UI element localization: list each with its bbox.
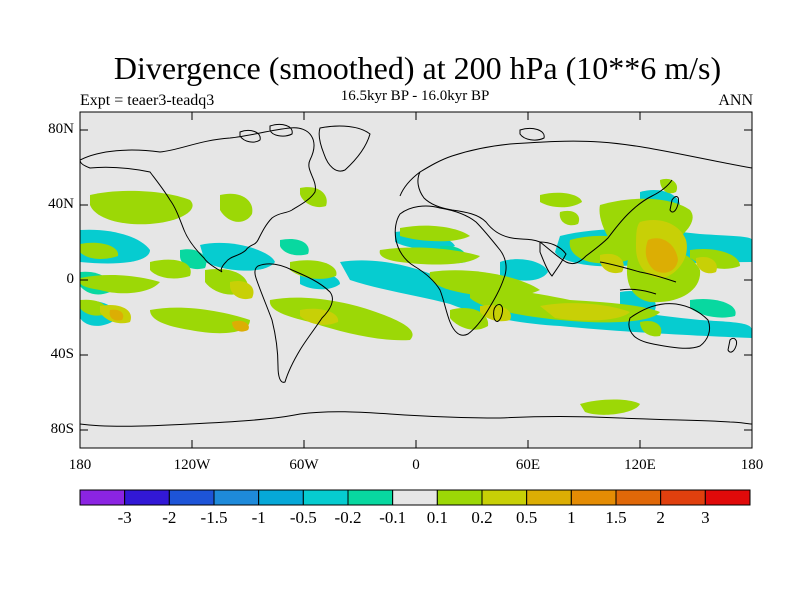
chart-subtitle: 16.5kyr BP - 16.0kyr BP	[340, 88, 490, 104]
colorbar-label: 1	[567, 508, 576, 527]
lon-label-60e: 60E	[515, 457, 541, 473]
colorbar-swatch	[436, 489, 483, 506]
colorbar-label: 0.1	[426, 508, 448, 527]
lon-label-120e: 120E	[624, 457, 656, 473]
colorbar	[79, 489, 751, 506]
chart-title: Divergence (smoothed) at 200 hPa (10**6 …	[113, 50, 722, 86]
colorbar-label: -3	[117, 508, 132, 527]
divergence-contours	[80, 178, 752, 415]
lon-label-180e: 180	[740, 457, 764, 473]
colorbar-swatch	[392, 489, 438, 506]
lon-label-60w: 60W	[289, 457, 319, 473]
lon-label-0: 0	[412, 457, 420, 473]
colorbar-swatch	[481, 489, 528, 506]
colorbar-label: 0.2	[471, 508, 493, 527]
coastlines	[80, 123, 752, 427]
colorbar-swatch	[302, 489, 349, 506]
colorbar-label: -2	[162, 508, 177, 527]
lat-label-40n: 40N	[48, 196, 74, 212]
lat-label-80s: 80S	[50, 421, 74, 437]
colorbar-label: 0.5	[516, 508, 538, 527]
colorbar-label: -1	[251, 508, 266, 527]
colorbar-swatch	[258, 489, 304, 506]
colorbar-label: -0.1	[379, 508, 407, 527]
colorbar-label: 2	[656, 508, 665, 527]
colorbar-swatch	[347, 489, 394, 506]
colorbar-swatch	[526, 489, 572, 506]
axis-ticks	[79, 112, 753, 448]
lat-label-40s: 40S	[50, 346, 74, 362]
colorbar-swatch	[660, 489, 706, 506]
colorbar-label: 1.5	[605, 508, 627, 527]
colorbar-label: -1.5	[200, 508, 228, 527]
colorbar-swatch	[570, 489, 617, 506]
colorbar-swatch	[213, 489, 260, 506]
lon-label-180w: 180	[68, 457, 92, 473]
lat-label-0: 0	[66, 271, 75, 287]
colorbar-swatch	[168, 489, 215, 506]
colorbar-label: -0.5	[289, 508, 317, 527]
colorbar-swatch	[704, 489, 751, 506]
colorbar-swatch	[124, 489, 170, 506]
experiment-label: Expt = teaer3-teadq3	[80, 92, 215, 109]
period-label: ANN	[718, 92, 753, 109]
lat-label-80n: 80N	[48, 121, 74, 137]
colorbar-swatch	[79, 489, 126, 506]
colorbar-label: 3	[701, 508, 710, 527]
lon-label-120w: 120W	[173, 457, 211, 473]
colorbar-label: -0.2	[334, 508, 362, 527]
colorbar-swatch	[615, 489, 662, 506]
